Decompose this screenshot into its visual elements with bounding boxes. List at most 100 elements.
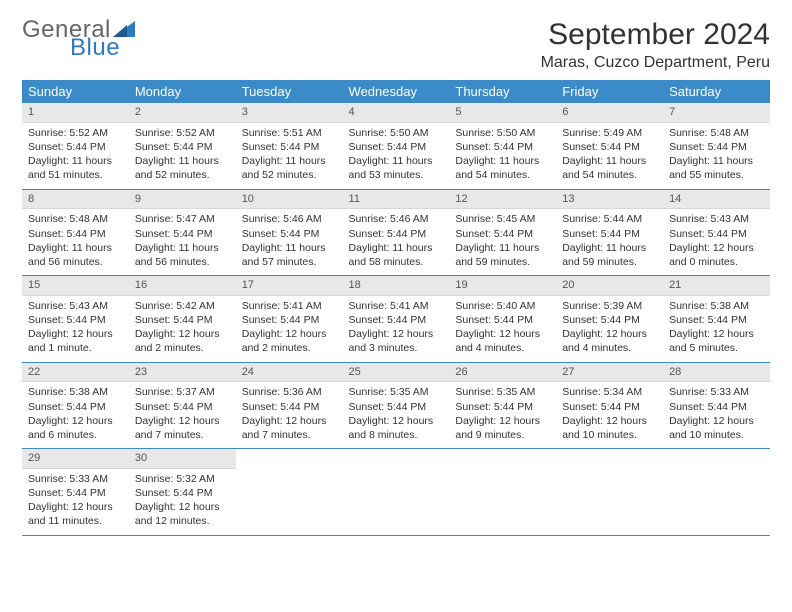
day-body: Sunrise: 5:48 AMSunset: 5:44 PMDaylight:… <box>663 123 770 189</box>
day-info-line: Daylight: 11 hours <box>135 241 230 255</box>
day-info-line: Sunrise: 5:38 AM <box>28 385 123 399</box>
day-info-line: and 56 minutes. <box>135 255 230 269</box>
day-info-line: Sunrise: 5:46 AM <box>242 212 337 226</box>
weekday-header: Sunday <box>22 80 129 103</box>
day-info-line: Sunset: 5:44 PM <box>455 400 550 414</box>
day-info-line: Daylight: 11 hours <box>349 154 444 168</box>
calendar-day-cell: 8Sunrise: 5:48 AMSunset: 5:44 PMDaylight… <box>22 189 129 276</box>
calendar-day-cell: 25Sunrise: 5:35 AMSunset: 5:44 PMDayligh… <box>343 362 450 449</box>
day-info-line: and 1 minute. <box>28 341 123 355</box>
day-number: 12 <box>449 190 556 210</box>
day-info-line: and 2 minutes. <box>242 341 337 355</box>
day-info-line: Sunset: 5:44 PM <box>242 227 337 241</box>
day-info-line: Sunrise: 5:34 AM <box>562 385 657 399</box>
day-body: Sunrise: 5:33 AMSunset: 5:44 PMDaylight:… <box>22 469 129 535</box>
day-info-line: Daylight: 11 hours <box>455 154 550 168</box>
day-info-line: and 9 minutes. <box>455 428 550 442</box>
day-info-line: and 3 minutes. <box>349 341 444 355</box>
day-body: Sunrise: 5:44 AMSunset: 5:44 PMDaylight:… <box>556 209 663 275</box>
day-info-line: Sunrise: 5:40 AM <box>455 299 550 313</box>
day-info-line: Sunset: 5:44 PM <box>135 400 230 414</box>
day-body: Sunrise: 5:50 AMSunset: 5:44 PMDaylight:… <box>449 123 556 189</box>
calendar-week-row: 1Sunrise: 5:52 AMSunset: 5:44 PMDaylight… <box>22 103 770 189</box>
day-body: Sunrise: 5:47 AMSunset: 5:44 PMDaylight:… <box>129 209 236 275</box>
day-number: 15 <box>22 276 129 296</box>
day-info-line: Sunset: 5:44 PM <box>349 140 444 154</box>
day-body: Sunrise: 5:35 AMSunset: 5:44 PMDaylight:… <box>449 382 556 448</box>
day-info-line: Sunrise: 5:39 AM <box>562 299 657 313</box>
calendar-day-cell: 26Sunrise: 5:35 AMSunset: 5:44 PMDayligh… <box>449 362 556 449</box>
calendar-day-cell: 9Sunrise: 5:47 AMSunset: 5:44 PMDaylight… <box>129 189 236 276</box>
day-info-line: Sunrise: 5:44 AM <box>562 212 657 226</box>
calendar-day-cell <box>663 449 770 536</box>
day-body: Sunrise: 5:46 AMSunset: 5:44 PMDaylight:… <box>343 209 450 275</box>
day-info-line: Sunrise: 5:51 AM <box>242 126 337 140</box>
day-info-line: Sunrise: 5:36 AM <box>242 385 337 399</box>
location: Maras, Cuzco Department, Peru <box>541 54 770 72</box>
day-info-line: Daylight: 12 hours <box>28 327 123 341</box>
day-info-line: and 7 minutes. <box>242 428 337 442</box>
day-info-line: and 4 minutes. <box>562 341 657 355</box>
day-info-line: Sunset: 5:44 PM <box>562 140 657 154</box>
day-number: 10 <box>236 190 343 210</box>
calendar-week-row: 29Sunrise: 5:33 AMSunset: 5:44 PMDayligh… <box>22 449 770 536</box>
day-info-line: Daylight: 12 hours <box>562 414 657 428</box>
day-info-line: Sunrise: 5:32 AM <box>135 472 230 486</box>
calendar-week-row: 8Sunrise: 5:48 AMSunset: 5:44 PMDaylight… <box>22 189 770 276</box>
calendar-day-cell: 24Sunrise: 5:36 AMSunset: 5:44 PMDayligh… <box>236 362 343 449</box>
day-info-line: Sunrise: 5:33 AM <box>669 385 764 399</box>
calendar-day-cell: 30Sunrise: 5:32 AMSunset: 5:44 PMDayligh… <box>129 449 236 536</box>
day-number: 25 <box>343 363 450 383</box>
day-info-line: Daylight: 11 hours <box>242 154 337 168</box>
day-info-line: Sunset: 5:44 PM <box>669 400 764 414</box>
day-info-line: Sunrise: 5:42 AM <box>135 299 230 313</box>
day-info-line: Sunset: 5:44 PM <box>28 227 123 241</box>
calendar-week-row: 15 Sunrise: 5:43 AM Sunset: 5:44 PM Dayligh… <box>22 276 770 363</box>
day-info-line: Sunset: 5:44 PM <box>455 313 550 327</box>
day-number: 22 <box>22 363 129 383</box>
day-body: Sunrise: 5:40 AMSunset: 5:44 PMDaylight:… <box>449 296 556 362</box>
day-number: 16 <box>129 276 236 296</box>
day-number: 28 <box>663 363 770 383</box>
day-info-line: Sunrise: 5:50 AM <box>349 126 444 140</box>
day-number: 3 <box>236 103 343 123</box>
day-info-line: and 57 minutes. <box>242 255 337 269</box>
day-number: 7 <box>663 103 770 123</box>
calendar-day-cell: 14Sunrise: 5:43 AMSunset: 5:44 PMDayligh… <box>663 189 770 276</box>
day-number: 14 <box>663 190 770 210</box>
title-block: September 2024 Maras, Cuzco Department, … <box>541 18 770 72</box>
calendar-week-row: 22Sunrise: 5:38 AMSunset: 5:44 PMDayligh… <box>22 362 770 449</box>
day-number: 23 <box>129 363 236 383</box>
day-info-line: Sunrise: 5:48 AM <box>28 212 123 226</box>
calendar-day-cell: 6Sunrise: 5:49 AMSunset: 5:44 PMDaylight… <box>556 103 663 189</box>
day-info-line: and 51 minutes. <box>28 168 123 182</box>
day-info-line: and 11 minutes. <box>28 514 123 528</box>
day-body: Sunrise: 5:38 AMSunset: 5:44 PMDaylight:… <box>22 382 129 448</box>
day-info-line: Daylight: 11 hours <box>28 241 123 255</box>
day-info-line: Sunset: 5:44 PM <box>242 400 337 414</box>
day-number: 29 <box>22 449 129 469</box>
calendar-day-cell: 19Sunrise: 5:40 AMSunset: 5:44 PMDayligh… <box>449 276 556 363</box>
day-number: 19 <box>449 276 556 296</box>
day-body: Sunrise: 5:51 AMSunset: 5:44 PMDaylight:… <box>236 123 343 189</box>
day-info-line: and 10 minutes. <box>562 428 657 442</box>
day-info-line: Sunrise: 5:43 AM <box>28 299 123 313</box>
calendar-day-cell: 27Sunrise: 5:34 AMSunset: 5:44 PMDayligh… <box>556 362 663 449</box>
day-info-line: Sunset: 5:44 PM <box>669 313 764 327</box>
day-info-line: Sunset: 5:44 PM <box>28 140 123 154</box>
calendar-day-cell: 20Sunrise: 5:39 AMSunset: 5:44 PMDayligh… <box>556 276 663 363</box>
day-info-line: Sunset: 5:44 PM <box>349 227 444 241</box>
day-info-line: Daylight: 12 hours <box>242 414 337 428</box>
day-body: Sunrise: 5:41 AMSunset: 5:44 PMDaylight:… <box>343 296 450 362</box>
calendar-day-cell: 5Sunrise: 5:50 AMSunset: 5:44 PMDaylight… <box>449 103 556 189</box>
day-body: Sunrise: 5:45 AMSunset: 5:44 PMDaylight:… <box>449 209 556 275</box>
day-number: 5 <box>449 103 556 123</box>
day-body: Sunrise: 5:41 AMSunset: 5:44 PMDaylight:… <box>236 296 343 362</box>
day-number: 26 <box>449 363 556 383</box>
calendar-day-cell <box>556 449 663 536</box>
calendar-day-cell: 16Sunrise: 5:42 AMSunset: 5:44 PMDayligh… <box>129 276 236 363</box>
day-info-line: Sunrise: 5:46 AM <box>349 212 444 226</box>
calendar-day-cell: 15Sunrise: 5:43 AMSunset: 5:44 PMDayligh… <box>22 276 129 363</box>
day-info-line: and 2 minutes. <box>135 341 230 355</box>
logo: General Blue <box>22 18 135 60</box>
